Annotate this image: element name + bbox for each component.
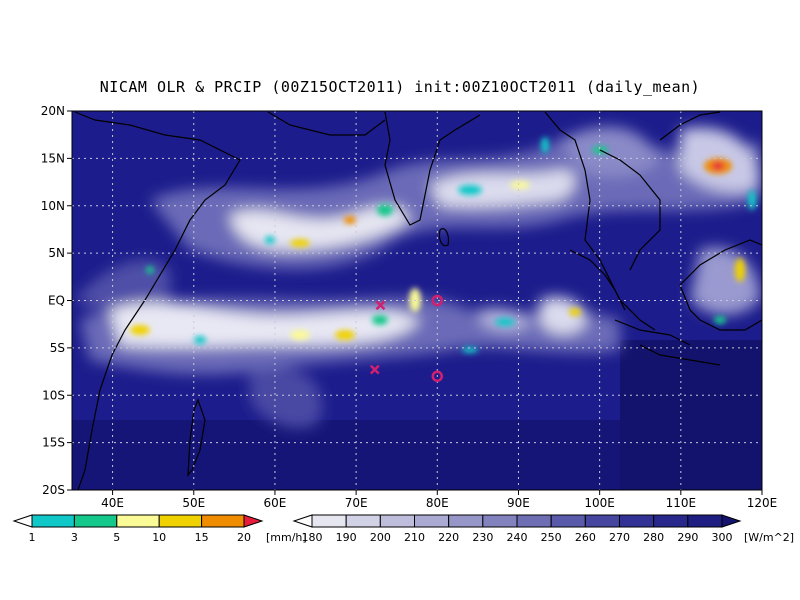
colorbar-swatch: [482, 514, 518, 528]
lat-tick-label: 15N: [41, 151, 65, 165]
lon-tick-label: 40E: [101, 496, 124, 510]
colorbar-swatch: [653, 514, 689, 528]
colorbar-high-arrow: [243, 514, 264, 528]
colorbar-swatch: [448, 514, 484, 528]
storm-x-marker: [369, 364, 380, 375]
colorbar-low-arrow: [292, 514, 313, 528]
lat-tick-label: 15S: [42, 436, 65, 450]
colorbar-swatch: [201, 514, 245, 528]
colorbar-swatch: [584, 514, 620, 528]
colorbar-swatch: [31, 514, 75, 528]
colorbar-swatch: [687, 514, 723, 528]
lat-tick-label: EQ: [48, 294, 65, 308]
colorbar-label: 1: [29, 531, 36, 544]
lon-tick-label: 80E: [426, 496, 449, 510]
colorbar-swatch: [73, 514, 118, 528]
colorbar-label: 10: [152, 531, 166, 544]
lon-tick-label: 120E: [747, 496, 778, 510]
lon-tick-label: 70E: [345, 496, 368, 510]
southeast-ocean-shade: [620, 340, 762, 490]
colorbar-label: 250: [541, 531, 562, 544]
colorbar-label: 15: [195, 531, 209, 544]
lon-tick-label: 100E: [584, 496, 615, 510]
colorbar-label: 300: [712, 531, 733, 544]
chart-title: NICAM OLR & PRCIP (00Z15OCT2011) init:00…: [99, 78, 701, 96]
colorbar-swatch: [516, 514, 552, 528]
lon-tick-label: 60E: [264, 496, 287, 510]
markers-layer: [369, 294, 444, 383]
colorbar-label: 280: [643, 531, 664, 544]
colorbar-label: 190: [336, 531, 357, 544]
colorbar-label: 270: [609, 531, 630, 544]
lat-tick-label: 10N: [41, 199, 65, 213]
colorbar-unit: [W/m^2]: [744, 531, 794, 544]
colorbar-label: 220: [438, 531, 459, 544]
lat-tick-label: 20S: [42, 483, 65, 497]
colorbar-label: 3: [71, 531, 78, 544]
lat-tick-label: 10S: [42, 388, 65, 402]
colorbar-label: 210: [404, 531, 425, 544]
colorbar-swatch: [158, 514, 203, 528]
colorbar-swatch: [619, 514, 655, 528]
colorbar-label: 180: [302, 531, 323, 544]
storm-o-marker: [431, 370, 444, 383]
colorbar-label: 290: [677, 531, 698, 544]
colorbar-label: 5: [113, 531, 120, 544]
colorbar-low-arrow: [12, 514, 33, 528]
lon-tick-label: 90E: [507, 496, 530, 510]
map-area: [72, 111, 762, 490]
colorbar-label: 260: [575, 531, 596, 544]
grid-lines: [72, 111, 762, 490]
colorbar-swatch: [379, 514, 416, 528]
colorbar-swatch: [345, 514, 381, 528]
olr-colorbar: 180 190 200 210 220 230 240 250 260 270 280 290 300 […: [292, 514, 794, 544]
lon-tick-label: 110E: [666, 496, 697, 510]
lat-tick-label: 20N: [41, 104, 65, 118]
precip-colorbar: 1 3 5 10 15 20 [mm/h]: [12, 514, 307, 544]
colorbar-label: 230: [472, 531, 493, 544]
colorbar-swatch: [414, 514, 450, 528]
colorbar-label: 20: [237, 531, 251, 544]
lon-tick-label: 50E: [182, 496, 205, 510]
coastlines: [74, 111, 762, 490]
colorbar-swatch: [311, 514, 347, 528]
axis-ticks: 40E 50E 60E 70E 80E 90E 100E 110E 120E 20N 15N 10N 5…: [41, 104, 778, 510]
colorbar-high-arrow: [721, 514, 742, 528]
colorbar-label: 240: [507, 531, 528, 544]
lat-tick-label: 5S: [50, 341, 65, 355]
colorbar-label: 200: [370, 531, 391, 544]
colorbar-swatch: [550, 514, 586, 528]
storm-x-marker: [375, 300, 386, 311]
lat-tick-label: 5N: [48, 246, 65, 260]
storm-o-marker: [431, 294, 444, 307]
colorbar-swatch: [116, 514, 160, 528]
colorbar-unit: [mm/h]: [266, 531, 307, 544]
